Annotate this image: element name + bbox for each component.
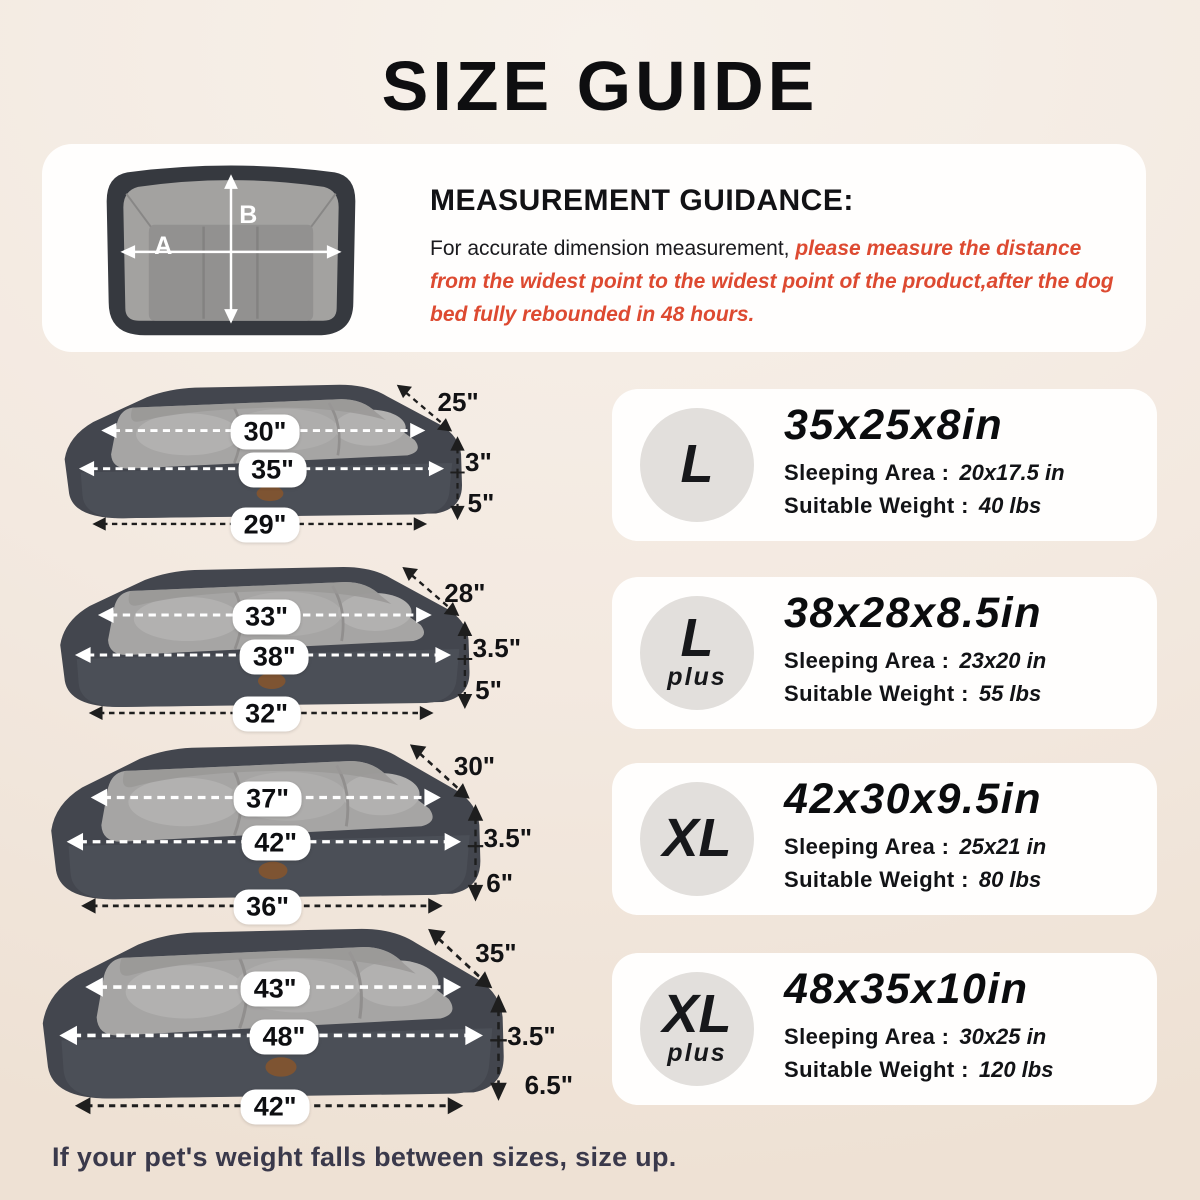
sleeping-area-value: 30x25 in: [959, 1024, 1047, 1049]
brand-tag: [256, 485, 284, 502]
rim-height-label: 3.5": [472, 632, 522, 663]
size-card-l-plus: L plus 38x28x8.5in Sleeping Area : 23x20 …: [612, 577, 1157, 729]
bottom-width-pill: 36": [233, 889, 303, 925]
depth-dimension-label: 25": [437, 387, 479, 418]
bed-shape: [51, 744, 481, 900]
inner-width-pill: 43": [240, 971, 310, 1007]
suitable-weight-label: Suitable Weight :: [784, 1057, 969, 1082]
dog-bed-illustration: [60, 567, 473, 720]
depth-dimension-label: 30": [453, 751, 496, 782]
size-qualifier: plus: [667, 1039, 727, 1068]
outer-width-pill: 35": [238, 452, 307, 488]
depth-dimension-label: 28": [444, 578, 486, 609]
rim-height-label: 3.5": [483, 822, 533, 853]
measurement-guidance-panel: A B MEASUREMENT GUIDANCE: For accurate d…: [42, 144, 1146, 352]
guidance-emphasis: please measure the distance from the wid…: [430, 237, 1114, 326]
size-card-xl-plus: XL plus 48x35x10in Sleeping Area : 30x25 …: [612, 953, 1157, 1105]
dimensions-text: 38x28x8.5in: [784, 589, 1042, 637]
bottom-width-pill: 32": [232, 696, 302, 732]
suitable-weight-value: 40 lbs: [978, 493, 1042, 518]
sleeping-area-line: Sleeping Area : 25x21 in: [784, 834, 1141, 860]
sleeping-area-line: Sleeping Area : 30x25 in: [784, 1024, 1141, 1050]
size-card-body: 35x25x8in Sleeping Area : 20x17.5 in Suit…: [784, 401, 1141, 519]
size-qualifier: plus: [667, 663, 727, 692]
sleeping-area-line: Sleeping Area : 20x17.5 in: [784, 460, 1141, 486]
length-arrow: [224, 174, 238, 324]
suitable-weight-label: Suitable Weight :: [784, 867, 969, 892]
base-height-label: 5": [467, 487, 495, 518]
page-title: SIZE GUIDE: [381, 47, 819, 125]
bed-top-view-illustration: [106, 165, 356, 336]
rim-height-label: 3.5": [507, 1020, 556, 1051]
guidance-intro: For accurate dimension measurement,: [430, 237, 796, 260]
sleeping-area-label: Sleeping Area :: [784, 834, 950, 859]
suitable-weight-value: 120 lbs: [978, 1057, 1054, 1082]
base-height-label: 6.5": [524, 1070, 574, 1101]
brand-tag: [257, 673, 286, 689]
guidance-paragraph: For accurate dimension measurement, plea…: [430, 232, 1130, 331]
suitable-weight-label: Suitable Weight :: [784, 493, 969, 518]
bed-scene-l: 25" 30" 3" 35" 5" 29": [45, 381, 545, 543]
suitable-weight-label: Suitable Weight :: [784, 681, 969, 706]
size-badge: L: [640, 408, 754, 522]
bed-scene-xl-plus: 35" 43" 3.5" 48" 6.5" 42": [20, 924, 600, 1130]
length-dimension-letter: B: [239, 201, 258, 230]
suitable-weight-value: 55 lbs: [978, 681, 1042, 706]
bed-shape: [64, 384, 462, 519]
base-height-label: 6": [486, 867, 514, 898]
sleeping-area-value: 25x21 in: [959, 834, 1047, 859]
dimensions-text: 35x25x8in: [784, 401, 1004, 449]
size-card-xl: XL 42x30x9.5in Sleeping Area : 25x21 in S…: [612, 763, 1157, 915]
depth-dimension-label: 35": [475, 938, 517, 969]
guidance-heading: MEASUREMENT GUIDANCE:: [430, 184, 854, 217]
sleeping-area-value: 20x17.5 in: [959, 460, 1065, 485]
rim-height-label: 3": [465, 447, 492, 478]
bed-shape: [60, 567, 470, 707]
size-badge: L plus: [640, 596, 754, 710]
size-label: XL: [662, 808, 732, 869]
sleeping-area-label: Sleeping Area :: [784, 648, 950, 673]
size-label: XL: [662, 983, 732, 1044]
suitable-weight-line: Suitable Weight : 120 lbs: [784, 1057, 1141, 1083]
suitable-weight-line: Suitable Weight : 40 lbs: [784, 493, 1141, 519]
size-label: L: [680, 607, 714, 668]
inner-width-pill: 37": [233, 781, 303, 817]
sleeping-area-value: 23x20 in: [959, 648, 1047, 673]
size-card-body: 42x30x9.5in Sleeping Area : 25x21 in Suit…: [784, 775, 1141, 893]
bottom-width-pill: 42": [240, 1089, 310, 1125]
width-dimension-letter: A: [154, 232, 173, 261]
size-card-body: 48x35x10in Sleeping Area : 30x25 in Suita…: [784, 965, 1141, 1083]
size-label: L: [680, 434, 714, 495]
sizing-footnote: If your pet's weight falls between sizes…: [52, 1142, 677, 1172]
size-badge: XL plus: [640, 972, 754, 1086]
brand-tag: [258, 861, 288, 880]
inner-width-pill: 30": [230, 414, 300, 450]
sleeping-area-label: Sleeping Area :: [784, 1024, 950, 1049]
suitable-weight-line: Suitable Weight : 80 lbs: [784, 867, 1141, 893]
dog-bed-illustration: [42, 928, 507, 1115]
outer-width-pill: 42": [241, 825, 311, 861]
sleeping-area-label: Sleeping Area :: [784, 460, 950, 485]
bed-shape: [42, 928, 504, 1099]
size-card-l: L 35x25x8in Sleeping Area : 20x17.5 in Su…: [612, 389, 1157, 541]
outer-width-pill: 38": [239, 639, 309, 674]
bottom-width-pill: 29": [230, 507, 300, 543]
bed-top-view-diagram: A B: [94, 151, 368, 345]
inner-width-pill: 33": [232, 599, 302, 635]
size-badge: XL: [640, 782, 754, 896]
outer-width-pill: 48": [249, 1019, 319, 1055]
bed-scene-l-plus: 28" 33" 3.5" 38" 5" 32": [40, 563, 555, 733]
sleeping-area-line: Sleeping Area : 23x20 in: [784, 648, 1141, 674]
bed-scene-xl: 30" 37" 3.5" 42" 6" 36": [30, 740, 570, 928]
dimensions-text: 42x30x9.5in: [784, 775, 1042, 823]
size-card-body: 38x28x8.5in Sleeping Area : 23x20 in Suit…: [784, 589, 1141, 707]
dimensions-text: 48x35x10in: [784, 965, 1029, 1013]
suitable-weight-value: 80 lbs: [978, 867, 1042, 892]
brand-tag: [265, 1057, 297, 1077]
suitable-weight-line: Suitable Weight : 55 lbs: [784, 681, 1141, 707]
base-height-label: 5": [475, 675, 502, 706]
